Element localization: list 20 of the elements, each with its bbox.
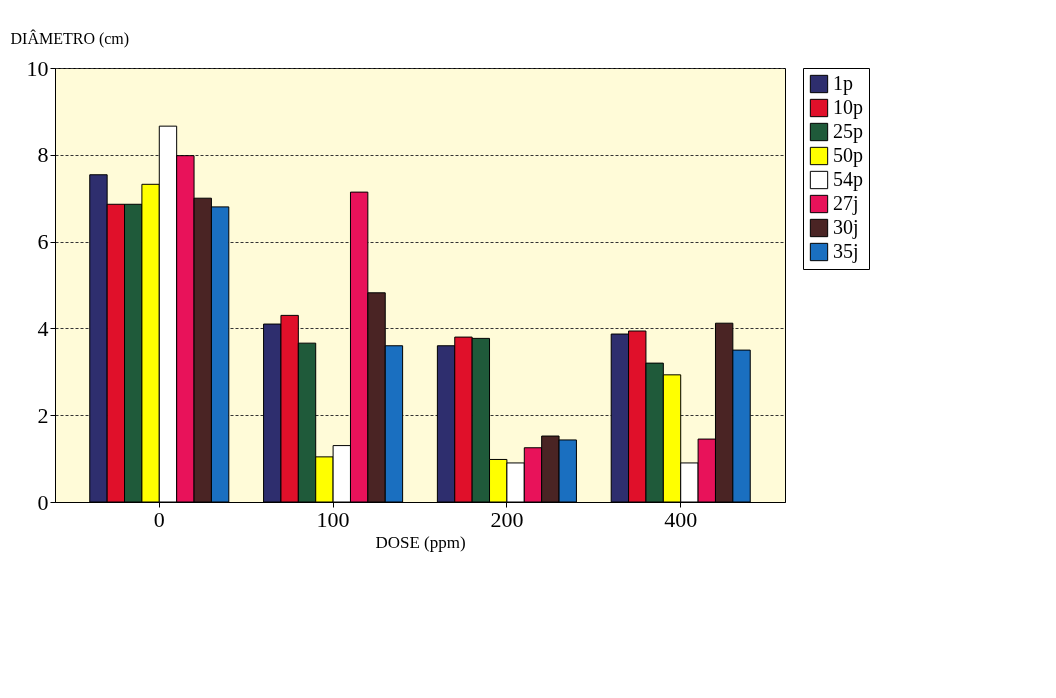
legend-label: 10p [833,96,863,119]
y-tick-label: 8 [37,142,49,168]
y-tick-label: 0 [37,489,49,515]
y-axis-title: DIÂMETRO (cm) [10,28,130,48]
legend-label: 1p [833,72,853,95]
x-tick-label: 200 [490,506,524,532]
x-axis-title: DOSE (ppm) [375,532,466,552]
legend-label: 35j [833,240,859,263]
y-tick-label: 4 [37,315,49,341]
y-tick-label: 10 [26,55,49,81]
legend-label: 27j [833,192,859,215]
x-tick-label: 400 [664,506,698,532]
x-tick-label: 100 [316,506,350,532]
y-tick-label: 2 [37,402,49,428]
legend-label: 30j [833,216,859,239]
y-tick-label: 6 [37,229,49,255]
legend-label: 54p [833,168,863,191]
x-tick-label: 0 [153,506,165,532]
legend-label: 25p [833,120,863,143]
legend-label: 50p [833,144,863,167]
